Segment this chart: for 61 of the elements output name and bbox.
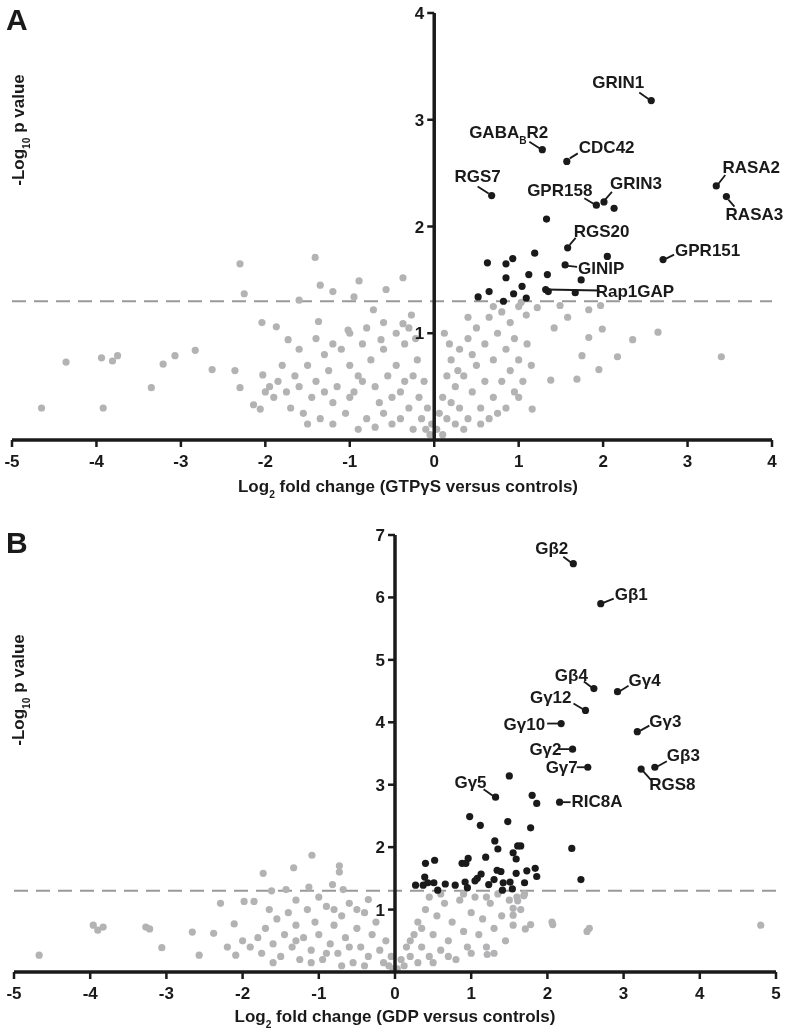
x-tick-label: 0 <box>429 452 439 471</box>
x-tick-label: -1 <box>311 984 327 1003</box>
x-tick-label: 1 <box>513 452 524 471</box>
x-tick-label: 1 <box>466 984 476 1003</box>
annotation: GPR158 <box>527 181 593 201</box>
annotation: Gγ7 <box>545 758 578 778</box>
annotation: Rap1GAP <box>595 282 675 302</box>
x-tick-label: 3 <box>682 452 693 471</box>
annotation: GPR151 <box>675 240 741 260</box>
x-axis-title: Log$_{2}$ fold change (GDP versus controls) <box>234 1007 556 1030</box>
x-tick-label: -4 <box>88 452 105 471</box>
x-tick-label: 4 <box>767 452 778 471</box>
annotation: Gγ3 <box>649 711 682 731</box>
x-tick-label: -1 <box>342 452 358 471</box>
chart-title: A <box>6 3 28 36</box>
annotation: Gβ2 <box>535 538 569 558</box>
x-tick-label: 2 <box>542 984 553 1003</box>
y-tick-label: 6 <box>375 588 385 608</box>
x-tick-label: -4 <box>82 984 99 1003</box>
x-tick-label: 4 <box>695 984 706 1003</box>
y-tick-label: 4 <box>375 713 386 733</box>
x-tick-label: -5 <box>4 452 20 471</box>
annotation: Gβ3 <box>666 746 700 766</box>
annotation: GABA$_{B}$R2 <box>469 122 549 146</box>
chart-title: B <box>6 526 28 559</box>
x-tick-label: -5 <box>6 984 22 1003</box>
annotation: GRIN3 <box>609 173 662 193</box>
annotation: RASA3 <box>725 204 784 224</box>
y-tick-label: 2 <box>414 217 425 237</box>
annotation: RGS7 <box>454 166 501 186</box>
x-tick-label: 2 <box>598 452 608 471</box>
x-tick-label: -3 <box>173 452 189 471</box>
x-tick-label: -2 <box>257 452 273 471</box>
x-tick-label: -2 <box>235 984 251 1003</box>
annotation: Gβ4 <box>554 665 589 685</box>
annotation: Gγ5 <box>454 773 487 793</box>
y-tick-label: 1 <box>414 324 425 344</box>
annotation: RGS20 <box>573 221 630 241</box>
y-tick-label: 1 <box>375 900 385 920</box>
annotation: RIC8A <box>571 792 623 812</box>
annotation: Gγ12 <box>529 688 572 708</box>
annotation: RASA2 <box>722 157 781 177</box>
y-tick-label: 2 <box>375 838 385 858</box>
y-tick-label: 3 <box>414 110 425 130</box>
annotation: Gβ1 <box>614 584 648 604</box>
y-tick-label: 3 <box>375 775 385 795</box>
x-tick-label: 3 <box>618 984 629 1003</box>
annotation: Gγ2 <box>529 740 562 760</box>
annotation: Gγ4 <box>628 670 662 690</box>
y-tick-label: 4 <box>414 4 425 23</box>
x-axis-title: Log$_{2}$ fold change (GTPγS versus controls) <box>237 477 579 500</box>
y-tick-label: 5 <box>375 650 385 670</box>
annotation: GRIN1 <box>592 72 645 92</box>
y-tick-label: 7 <box>375 526 385 545</box>
x-tick-label: 0 <box>390 984 400 1003</box>
annotation: Gγ10 <box>503 714 546 734</box>
annotation: GINIP <box>578 258 625 278</box>
x-tick-label: 5 <box>771 984 781 1003</box>
annotation: RGS8 <box>649 775 696 795</box>
x-tick-label: -3 <box>158 984 174 1003</box>
annotation: CDC42 <box>578 138 635 158</box>
